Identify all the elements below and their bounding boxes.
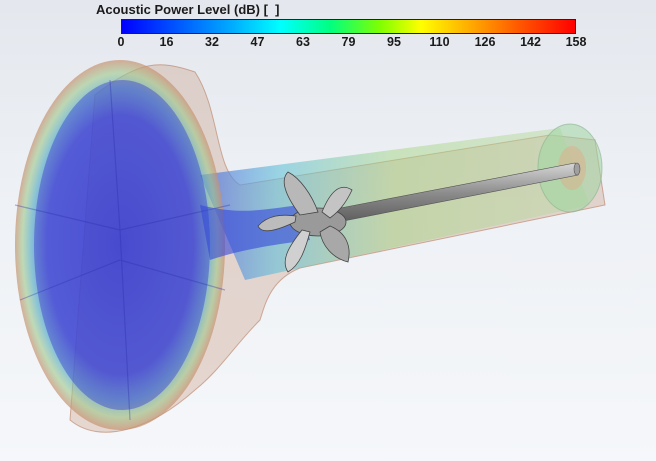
legend-tick: 142 xyxy=(520,35,541,49)
impeller-blade xyxy=(257,214,297,232)
impeller-blade xyxy=(284,229,311,273)
legend-tick: 95 xyxy=(387,35,401,49)
legend-tick: 79 xyxy=(341,35,356,49)
legend-tick: 63 xyxy=(296,35,310,49)
impeller-blade xyxy=(283,171,319,216)
legend-tick: 47 xyxy=(250,35,265,49)
legend-tick: 126 xyxy=(474,35,496,49)
impeller-blade xyxy=(321,186,353,219)
intake-bell-inner xyxy=(34,80,210,410)
intake-bell-face xyxy=(15,60,225,430)
color-legend: Acoustic Power Level (dB) [ ] 0 16 32 47… xyxy=(96,2,596,50)
legend-tick: 32 xyxy=(205,35,219,49)
legend-title: Acoustic Power Level (dB) [ ] xyxy=(96,2,280,17)
impeller-blade xyxy=(319,225,350,263)
section-plane xyxy=(14,79,231,421)
legend-tick: 110 xyxy=(429,35,450,49)
legend-tick: 16 xyxy=(159,35,174,49)
color-bar xyxy=(121,19,576,34)
legend-tick: 158 xyxy=(565,35,587,49)
shaft-end xyxy=(573,162,581,176)
legend-tick: 0 xyxy=(117,35,125,49)
